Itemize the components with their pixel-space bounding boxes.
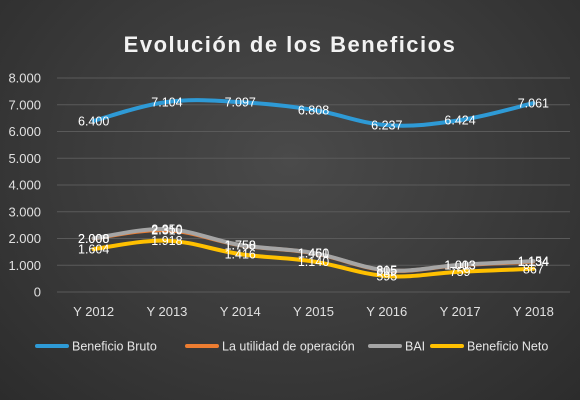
x-tick-label: Y 2015 — [293, 304, 334, 319]
series-line-4 — [91, 238, 536, 279]
y-tick-label: 5.000 — [8, 151, 41, 166]
y-tick-label: 2.000 — [8, 231, 41, 246]
data-label: 815 — [376, 264, 397, 278]
grid-lines — [57, 77, 570, 293]
y-tick-label: 0 — [34, 285, 41, 300]
data-label: 1.750 — [225, 239, 256, 253]
data-label: 1.013 — [444, 258, 475, 272]
legend-label: Beneficio Neto — [467, 340, 548, 354]
data-label: 2.350 — [151, 223, 182, 237]
x-tick-label: Y 2017 — [440, 304, 481, 319]
data-label: 7.097 — [225, 96, 256, 110]
data-label: 1.460 — [298, 246, 329, 260]
y-tick-label: 7.000 — [8, 97, 41, 112]
data-label: 805 — [376, 264, 397, 278]
x-tick-label: Y 2012 — [73, 304, 114, 319]
data-labels: 6.400 7.104 7.097 6.808 6.237 6.424 7.061 2.000… — [78, 95, 549, 283]
y-tick-label: 4.000 — [8, 178, 41, 193]
data-label: 1.416 — [225, 248, 256, 262]
x-axis-ticks: Y 2012 Y 2013 Y 2014 Y 2015 Y 2016 Y 2017 Y 20… — [73, 304, 554, 319]
series-line-3 — [91, 227, 536, 273]
data-label: 1.918 — [151, 234, 182, 248]
data-label: 2.310 — [151, 224, 182, 238]
y-axis-ticks: 0 1.000 2.000 3.000 4.000 5.000 6.000 7.000 8.00… — [8, 71, 41, 300]
data-label: 2.008 — [78, 232, 109, 246]
legend-label: Beneficio Bruto — [72, 340, 157, 354]
data-label: 595 — [376, 270, 397, 284]
y-tick-label: 3.000 — [8, 204, 41, 219]
x-tick-label: Y 2014 — [220, 304, 261, 319]
data-label: 7.061 — [518, 97, 549, 111]
data-label: 1.604 — [78, 243, 109, 257]
data-label: 867 — [523, 262, 544, 276]
data-label: 6.808 — [298, 103, 329, 117]
data-label: 1.758 — [225, 238, 256, 252]
data-label: 1.451 — [298, 247, 329, 261]
data-label: 6.400 — [78, 114, 109, 128]
series-line-1 — [91, 98, 536, 128]
y-tick-label: 8.000 — [8, 71, 41, 86]
x-tick-label: Y 2013 — [146, 304, 187, 319]
y-tick-label: 1.000 — [8, 258, 41, 273]
legend: Beneficio Bruto La utilidad de operación B… — [35, 340, 548, 354]
legend-label: La utilidad de operación — [222, 340, 355, 354]
x-tick-label: Y 2018 — [513, 304, 554, 319]
data-label: 759 — [450, 265, 471, 279]
data-label: 6.424 — [444, 114, 475, 128]
y-tick-label: 6.000 — [8, 124, 41, 139]
x-tick-label: Y 2016 — [366, 304, 407, 319]
legend-label: BAI — [405, 340, 425, 354]
data-label: 2.000 — [78, 232, 109, 246]
chart-title: Evolución de los Beneficios — [124, 32, 457, 57]
data-label: 1.134 — [518, 255, 549, 269]
data-label: 1.140 — [298, 255, 329, 269]
data-label: 7.104 — [151, 95, 182, 109]
data-label: 1.154 — [518, 255, 549, 269]
data-label: 1.003 — [444, 259, 475, 273]
data-label: 6.237 — [371, 119, 402, 133]
series-lines — [91, 98, 536, 279]
